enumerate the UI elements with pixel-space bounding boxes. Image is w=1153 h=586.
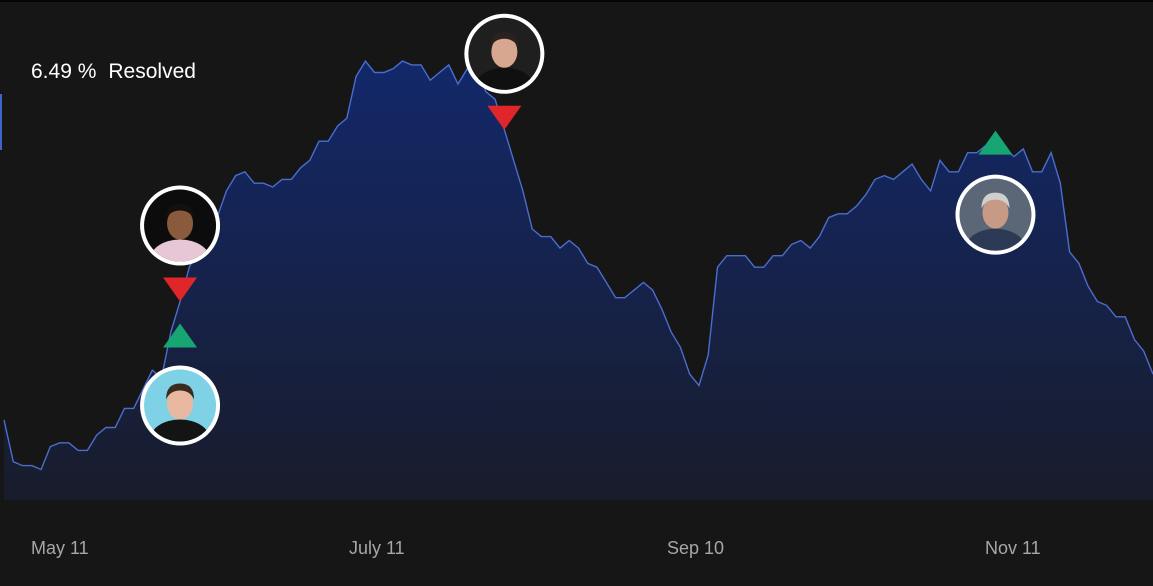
man-beach-avatar[interactable]	[140, 365, 221, 460]
headline-value: 6.49 %	[31, 60, 97, 83]
x-axis: May 11 July 11 Sep 10 Nov 11	[31, 538, 1041, 558]
range-indicator	[0, 94, 2, 150]
annotation-down-1-down-marker[interactable]	[163, 277, 198, 302]
series-area	[4, 61, 1153, 500]
x-tick-label: July 11	[349, 538, 405, 558]
annotation-up-2-up-marker[interactable]	[978, 130, 1013, 155]
x-tick-label: Nov 11	[985, 538, 1041, 558]
x-tick-label: May 11	[31, 538, 89, 558]
man-dark-hair-avatar[interactable]	[140, 185, 221, 280]
annotation-down-2-down-marker[interactable]	[487, 105, 522, 130]
man-grey-suit-avatar[interactable]	[955, 174, 1036, 269]
headline-status: Resolved	[108, 60, 196, 83]
man-suit-avatar[interactable]	[464, 13, 545, 108]
annotations	[140, 13, 1036, 460]
x-tick-label: Sep 10	[667, 538, 724, 558]
annotation-up-1-up-marker[interactable]	[163, 323, 198, 348]
headline: 6.49 % Resolved	[31, 58, 196, 86]
